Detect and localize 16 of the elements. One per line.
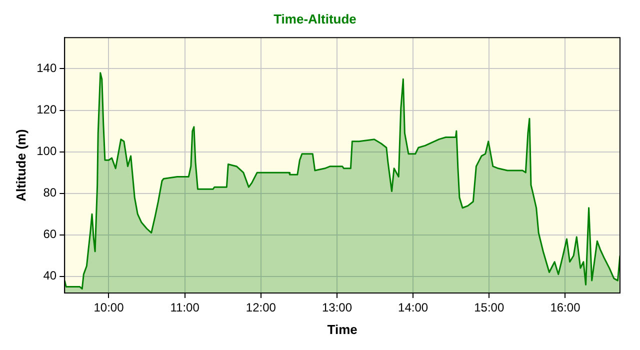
y-tick-label: 40 bbox=[43, 268, 57, 283]
x-tick-label: 14:00 bbox=[398, 300, 428, 315]
chart-title: Time-Altitude bbox=[274, 11, 356, 26]
x-tick-label: 12:00 bbox=[246, 300, 276, 315]
y-axis-title: Altitude (m) bbox=[13, 129, 28, 202]
y-tick-label: 140 bbox=[36, 61, 57, 76]
y-tick-label: 60 bbox=[43, 227, 57, 242]
y-tick-label: 100 bbox=[36, 144, 57, 158]
x-tick-label: 11:00 bbox=[170, 300, 200, 315]
y-tick-label: 120 bbox=[36, 102, 57, 117]
x-tick-label: 13:00 bbox=[322, 300, 352, 315]
x-tick-label: 10:00 bbox=[94, 300, 124, 315]
y-tick-label: 80 bbox=[43, 186, 57, 200]
x-tick-label: 15:00 bbox=[474, 300, 504, 315]
x-tick-label: 16:00 bbox=[550, 300, 581, 315]
x-axis-title: Time bbox=[327, 322, 358, 337]
